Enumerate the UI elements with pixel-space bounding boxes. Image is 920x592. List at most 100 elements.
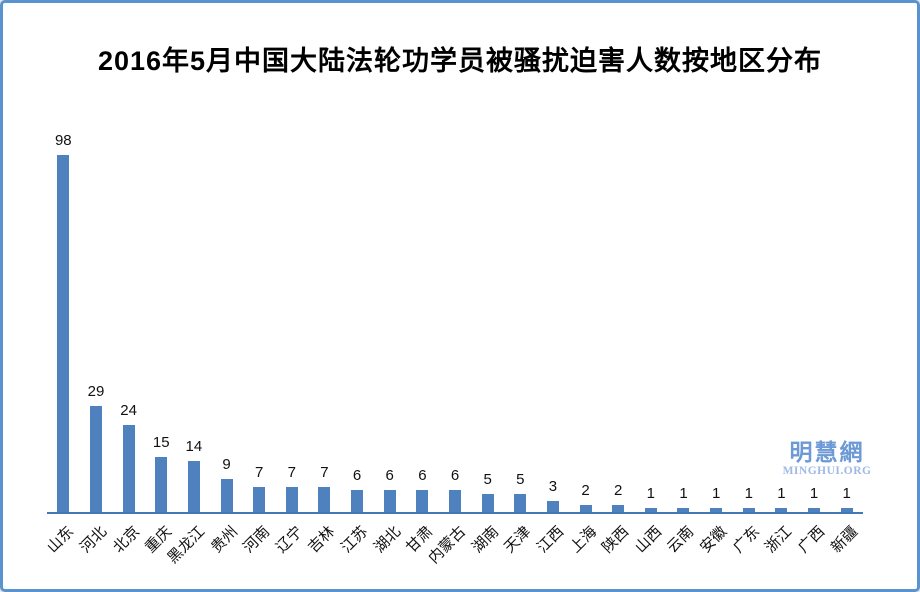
bar-column: 7 辽宁	[273, 148, 308, 556]
x-axis-label: 河南	[240, 523, 274, 557]
bar-value-label: 6	[385, 467, 394, 485]
bar	[187, 461, 200, 512]
x-axis-label: 上海	[566, 523, 600, 557]
bar-value-label: 5	[483, 471, 492, 489]
bar-value-label: 2	[614, 482, 623, 500]
bar	[808, 508, 821, 512]
bar-column: 1 浙江	[762, 148, 798, 556]
bar-column: 14 黑龙江	[164, 148, 211, 567]
bar-value-label: 2	[581, 482, 590, 500]
x-axis-label: 广东	[729, 523, 763, 557]
bar-column: 6 湖北	[371, 148, 406, 556]
x-axis-label: 陕西	[599, 523, 633, 557]
bar-value-label: 7	[287, 464, 296, 482]
bar	[546, 501, 559, 512]
bar	[57, 155, 70, 512]
minghui-watermark: 明慧網 MINGHUI.ORG	[781, 439, 873, 479]
bar-value-label: 1	[646, 485, 656, 503]
x-axis-label: 辽宁	[272, 523, 306, 557]
bar-value-label: 6	[450, 467, 460, 485]
bar-column: 15 重庆	[142, 148, 178, 556]
bar-value-label: 1	[842, 485, 851, 503]
x-axis-label: 河北	[76, 523, 111, 557]
bar-column: 6 内蒙古	[425, 148, 472, 567]
bar-column: 1 广西	[795, 148, 831, 556]
x-axis-label: 吉林	[305, 523, 339, 557]
bar	[710, 508, 723, 512]
x-axis-label: 湖北	[370, 523, 404, 557]
bar-column: 1 新疆	[828, 148, 863, 556]
bar-value-label: 6	[352, 467, 362, 485]
bar-column: 5 湖南	[469, 148, 504, 556]
bar-value-label: 5	[516, 471, 525, 489]
bar	[318, 487, 331, 512]
bar-column: 24 北京	[110, 148, 145, 556]
bar	[579, 505, 592, 512]
bar-column: 7 吉林	[305, 148, 341, 556]
x-axis-label: 贵州	[207, 523, 241, 557]
bar	[644, 508, 657, 512]
bar-value-label: 1	[711, 485, 721, 503]
bar	[612, 505, 625, 512]
bar	[775, 508, 788, 512]
bar-column: 2 上海	[566, 148, 602, 556]
minghui-logo-latin: MINGHUI.ORG	[782, 465, 872, 478]
bar-column: 1 云南	[664, 148, 700, 556]
x-axis-label: 内蒙古	[425, 523, 470, 567]
bar	[89, 406, 102, 512]
bar-column: 7 河南	[240, 148, 276, 556]
chart-title: 2016年5月中国大陆法轮功学员被骚扰迫害人数按地区分布	[97, 46, 823, 76]
bar-value-label: 3	[548, 478, 558, 496]
x-axis-label: 新疆	[827, 523, 861, 557]
minghui-logo-cjk: 明慧網	[789, 439, 865, 465]
x-axis-label: 湖南	[468, 523, 502, 557]
bar	[253, 487, 266, 512]
bar-column: 1 广东	[730, 148, 765, 556]
bar-column: 9 贵州	[207, 148, 243, 556]
bar-column: 1 山西	[632, 148, 668, 556]
bar	[122, 425, 135, 512]
bar-value-label: 7	[320, 464, 329, 482]
bar-column: 3 江西	[534, 148, 570, 556]
bar-column: 29 河北	[77, 148, 113, 556]
bar-value-label: 9	[222, 456, 231, 474]
x-axis-label: 山西	[631, 523, 666, 557]
x-axis-label: 天津	[501, 523, 535, 557]
bar	[351, 490, 364, 512]
x-axis-label: 江苏	[337, 523, 372, 557]
bar	[416, 490, 429, 512]
bar	[449, 490, 461, 512]
bar-value-label: 7	[254, 464, 264, 482]
bar-value-label: 14	[185, 438, 203, 456]
bar-value-label: 24	[120, 402, 137, 420]
bar	[514, 494, 527, 512]
x-axis-label: 江西	[533, 523, 568, 557]
bar-column: 1 安徽	[697, 148, 733, 556]
x-axis-label: 北京	[109, 523, 143, 557]
plot-area: 98 山东 29 河北 24 北京 15 重庆 14 黑龙江 9 贵州 7 河南 7 辽宁 7 吉林 6 江苏 6 湖北 6…	[44, 133, 863, 567]
bar-column: 5 天津	[501, 148, 537, 556]
bar	[742, 508, 755, 512]
bar	[840, 508, 853, 512]
bar-column: 6 江苏	[338, 148, 374, 556]
bar-value-label: 1	[679, 485, 688, 503]
bar	[383, 490, 396, 512]
x-axis-label: 广西	[794, 523, 829, 557]
bar-value-label: 98	[54, 132, 72, 150]
x-axis-label: 黑龙江	[164, 523, 209, 567]
bar-value-label: 29	[87, 383, 105, 401]
bar-value-label: 1	[777, 485, 786, 503]
x-axis-label: 云南	[664, 523, 698, 557]
bar	[285, 487, 298, 512]
bar	[220, 479, 233, 512]
x-axis-label: 山东	[44, 523, 78, 557]
x-axis-label: 安徽	[697, 523, 731, 557]
bar-column: 6 甘肃	[403, 148, 439, 556]
bar-value-label: 15	[152, 434, 170, 452]
x-axis-label: 浙江	[762, 523, 796, 557]
bar-value-label: 1	[809, 485, 819, 503]
bar	[481, 494, 494, 512]
bar-column: 2 陕西	[599, 148, 635, 556]
bar-column: 98 山东	[44, 133, 80, 556]
